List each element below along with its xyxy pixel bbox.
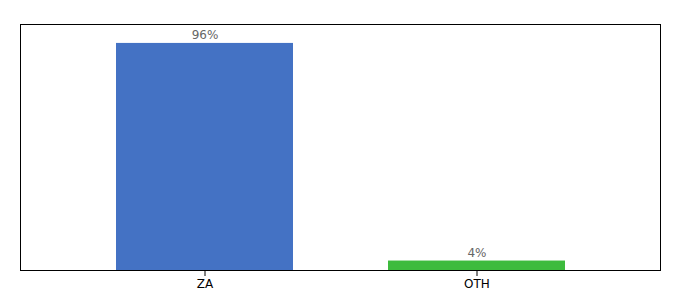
svg-text:ZA: ZA	[197, 277, 214, 291]
svg-text:OTH: OTH	[464, 277, 490, 291]
svg-text:4%: 4%	[467, 246, 486, 260]
svg-text:96%: 96%	[192, 28, 219, 42]
